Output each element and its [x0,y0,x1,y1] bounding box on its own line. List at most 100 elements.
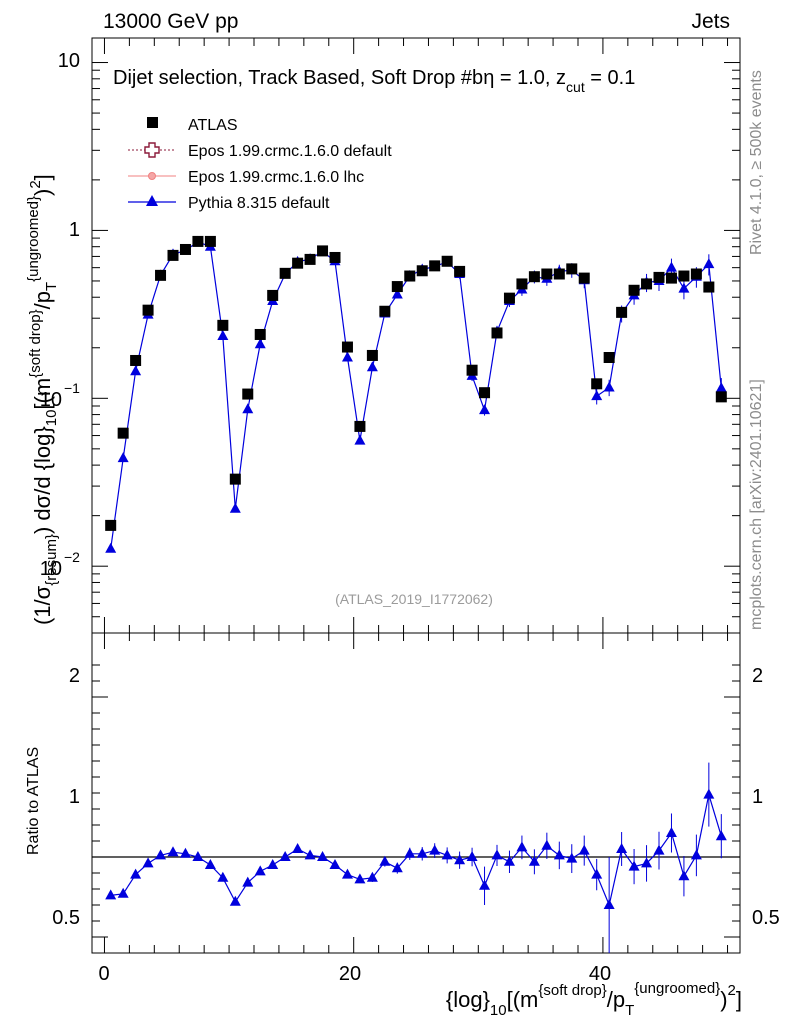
pythia-ratio-point [441,849,453,860]
legend-epos-default-marker [144,142,160,158]
header-collision-label: 13000 GeV pp [103,10,238,33]
x-axis-label: {log}10[(m{soft drop}/pT{ungroomed})2] [446,980,742,1019]
pythia-point [117,452,129,463]
atlas-point [441,255,453,267]
atlas-point [105,519,117,531]
pythia-ratio-point [503,855,515,866]
atlas-point [242,388,254,400]
pythia-ratio-point [528,855,540,866]
pythia-point [366,361,378,372]
pythia-ratio-point [192,851,204,861]
ratio-tick-2-left: 2 [69,665,80,687]
pythia-ratio-point [466,851,478,861]
atlas-point [541,268,553,280]
atlas-point [217,319,229,331]
pythia-ratio-point [341,868,353,879]
pythia-ratio-point [304,849,316,860]
atlas-point [130,354,142,366]
pythia-ratio-point [616,843,628,853]
atlas-point [690,268,702,280]
pythia-ratio-point [404,847,416,858]
atlas-point [454,265,466,277]
pythia-ratio-point [366,871,378,882]
pythia-ratio-point [566,852,578,863]
ratio-tick-0.5-left: 0.5 [52,907,80,929]
pythia-ratio-point [591,868,603,879]
atlas-point [653,271,665,283]
legend-pythia-label: Pythia 8.315 default [188,195,330,212]
pythia-ratio-point [354,873,366,884]
pythia-point [591,390,603,401]
pythia-ratio-point [130,868,142,879]
pythia-point [242,403,254,414]
ratio-axis-label: Ratio to ATLAS [25,747,42,855]
atlas-point [553,268,565,280]
pythia-point [391,288,403,299]
pythia-ratio-point [491,849,503,860]
atlas-point [279,267,291,279]
y-tick-label-1: 1 [69,219,80,241]
atlas-point [566,263,578,275]
pythia-ratio-point [267,859,279,869]
pythia-point [254,338,266,349]
y-tick-exp-minus1: −1 [64,380,80,396]
atlas-point [591,378,603,390]
pythia-point [703,258,715,269]
atlas-point [391,281,403,293]
atlas-point [317,245,329,257]
atlas-point [292,257,304,269]
pythia-point [341,351,353,362]
pythia-point [678,282,690,293]
pythia-ratio-point [329,859,341,869]
pythia-ratio-point [541,839,553,850]
atlas-point [479,387,491,399]
pythia-point [229,502,241,513]
pythia-ratio-point [155,849,167,860]
header-category-label: Jets [691,10,730,33]
pythia-ratio-point [142,857,154,868]
atlas-point [628,284,640,296]
atlas-point [616,306,628,318]
atlas-point [341,341,353,353]
atlas-point [466,364,478,376]
legend: ATLAS Epos 1.99.crmc.1.6.0 default Epos … [128,117,392,212]
atlas-point [254,328,266,340]
atlas-point [491,327,503,339]
x-tick-label-40: 40 [589,963,611,985]
atlas-point [366,349,378,361]
atlas-point [167,249,179,261]
pythia-ratio-point [516,841,528,852]
atlas-point [603,352,615,364]
legend-epos-lhc-label: Epos 1.99.crmc.1.6.0 lhc [188,169,364,186]
pythia-point [105,542,117,553]
ratio-tick-2-right: 2 [752,665,763,687]
analysis-id: (ATLAS_2019_I1772062) [335,591,493,607]
pythia-point [603,381,615,392]
main-plot-data [105,235,727,553]
pythia-point [130,365,142,376]
pythia-ratio-point [703,788,715,799]
pythia-ratio-point [603,899,615,909]
atlas-point [703,281,715,293]
atlas-point [304,253,316,265]
atlas-point [204,235,216,247]
atlas-point [715,391,727,403]
x-tick-label-0: 0 [98,963,109,985]
pythia-ratio-point [690,849,702,860]
pythia-series-line [110,241,722,549]
pythia-point [665,261,677,272]
y-tick-exp-minus2: −2 [64,549,80,565]
pythia-ratio-point [254,865,266,876]
pythia-ratio-point [578,844,590,855]
atlas-point [516,278,528,290]
plot-title: Dijet selection, Track Based, Soft Drop … [113,67,635,95]
atlas-point [117,427,129,439]
ratio-tick-1-left: 1 [69,786,80,808]
pythia-ratio-point [179,847,191,858]
atlas-point [142,304,154,316]
atlas-point [379,305,391,317]
legend-atlas-label: ATLAS [188,117,238,134]
pythia-ratio-point [416,847,428,858]
pythia-ratio-point [229,895,241,906]
